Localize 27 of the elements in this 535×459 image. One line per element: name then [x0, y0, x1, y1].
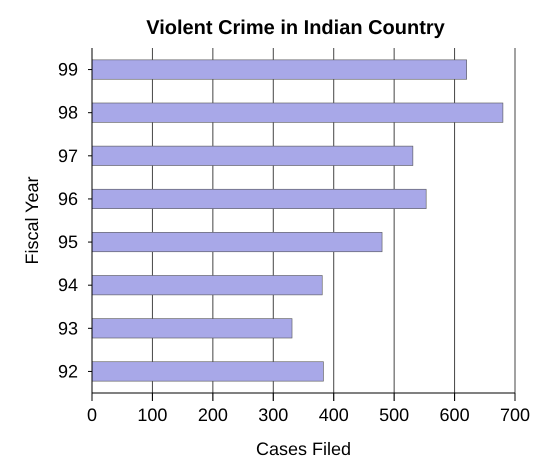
x-tick-label: 100 — [137, 405, 168, 425]
y-tick-label: 94 — [58, 275, 78, 296]
y-tick-label: 92 — [58, 361, 78, 382]
bar — [92, 232, 382, 252]
y-axis-title: Fiscal Year — [22, 176, 42, 265]
x-tick-label: 700 — [500, 405, 530, 425]
x-tick-label: 0 — [86, 405, 98, 425]
bar — [92, 361, 324, 382]
bar — [92, 275, 323, 296]
x-tick-label: 500 — [379, 405, 410, 425]
y-tick-label: 99 — [58, 60, 78, 80]
x-axis-title: Cases Filed — [256, 439, 352, 459]
x-tick-label: 400 — [318, 405, 349, 425]
x-tick-label: 200 — [198, 405, 228, 425]
y-tick-label: 95 — [58, 232, 78, 252]
y-tick-label: 98 — [58, 102, 78, 123]
x-tick-label: 600 — [440, 405, 470, 425]
bar — [92, 146, 414, 166]
bar — [92, 318, 292, 338]
x-tick-label: 300 — [258, 405, 288, 425]
y-tick-label: 96 — [58, 188, 78, 209]
chart-title: Violent Crime in Indian Country — [146, 17, 446, 39]
bar — [92, 60, 467, 80]
y-tick-label: 97 — [58, 146, 78, 166]
bar — [92, 188, 426, 209]
bar — [92, 102, 504, 123]
y-tick-label: 93 — [58, 318, 78, 338]
